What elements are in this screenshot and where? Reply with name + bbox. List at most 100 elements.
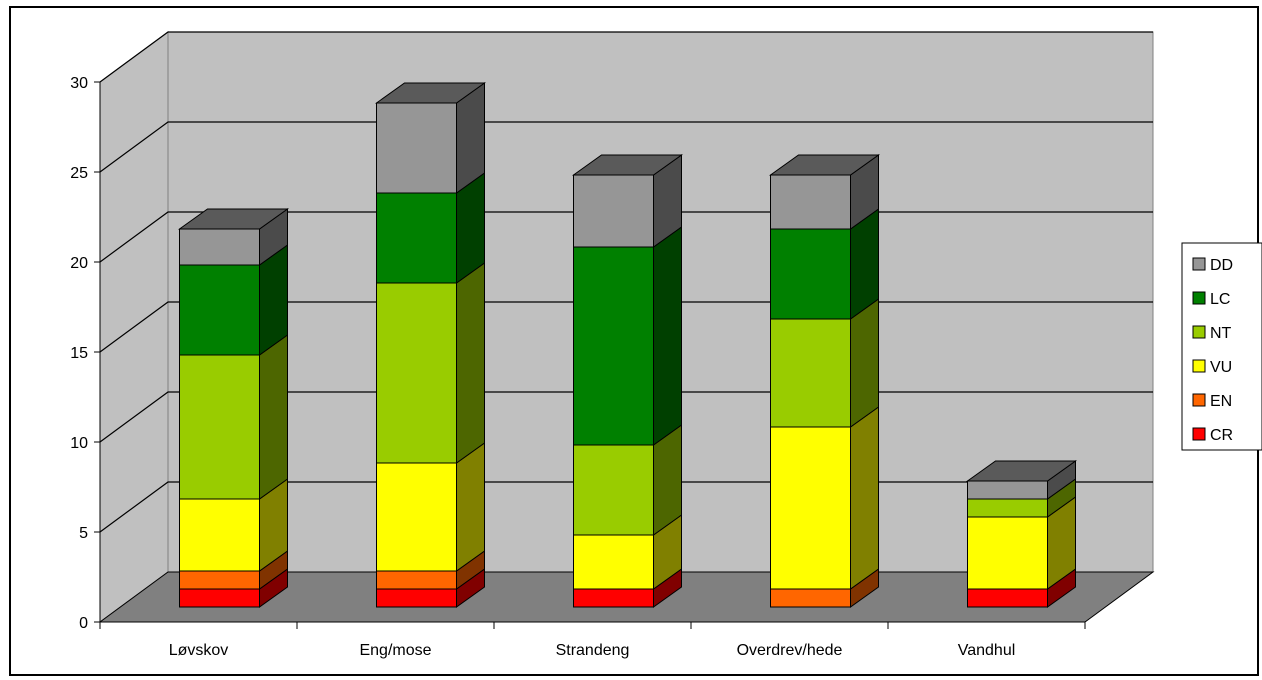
bar-front-face <box>179 570 260 590</box>
legend-label: NT <box>1210 325 1232 342</box>
bar-front-face <box>770 228 851 320</box>
bar-segment <box>967 460 1076 500</box>
legend-item: VU <box>1192 359 1232 376</box>
bar-segment <box>967 496 1076 590</box>
bar-top-face <box>768 154 881 176</box>
legend-item: NT <box>1192 325 1232 342</box>
bar-front-face <box>573 174 654 248</box>
bar-segment <box>770 154 879 230</box>
legend-label: VU <box>1210 359 1232 376</box>
x-tick-label: Strandeng <box>556 642 630 659</box>
gridline <box>99 121 1153 173</box>
bar-segment <box>376 262 485 464</box>
bar-segment <box>573 514 682 590</box>
bar-front-face <box>376 102 457 194</box>
bar-top-face <box>571 154 684 176</box>
bar-front-face <box>376 462 457 572</box>
bar-front-face <box>967 588 1048 608</box>
y-tick-label: 15 <box>70 345 88 362</box>
bar-front-face <box>967 498 1048 518</box>
bar-front-face <box>573 588 654 608</box>
bar-front-face <box>179 354 260 500</box>
legend-swatch <box>1192 291 1206 305</box>
x-tick-label: Eng/mose <box>359 642 431 659</box>
legend-swatch <box>1192 257 1206 271</box>
legend-swatch <box>1192 325 1206 339</box>
bar-segment <box>376 172 485 284</box>
bar-front-face <box>376 570 457 590</box>
bar-segment <box>376 82 485 194</box>
legend: DD LC NT VU EN CR <box>1181 242 1262 451</box>
gridline <box>99 31 1153 83</box>
bar-segment <box>179 244 288 356</box>
x-tick-label: Løvskov <box>169 642 229 659</box>
bar-front-face <box>179 498 260 572</box>
legend-item: EN <box>1192 393 1232 410</box>
bar-front-face <box>967 480 1048 500</box>
bar-front-face <box>573 444 654 536</box>
bar-side-face <box>850 406 879 590</box>
legend-label: DD <box>1210 257 1233 274</box>
bar-segment <box>573 154 682 248</box>
bar-front-face <box>179 588 260 608</box>
y-tick-label: 0 <box>79 615 88 632</box>
bar-front-face <box>770 426 851 590</box>
bar-segment <box>967 478 1076 518</box>
bar-segment <box>967 568 1076 608</box>
legend-label: LC <box>1210 291 1230 308</box>
bar-segment <box>573 568 682 608</box>
bar-front-face <box>573 534 654 590</box>
y-tick-label: 30 <box>70 75 88 92</box>
bar-side-face <box>850 298 879 428</box>
y-tick-label: 5 <box>79 525 88 542</box>
legend-item: CR <box>1192 427 1233 444</box>
bar-segment <box>573 226 682 446</box>
bar-top-face <box>965 460 1078 482</box>
bar-front-face <box>770 318 851 428</box>
bar-front-face <box>179 228 260 266</box>
bar-front-face <box>967 516 1048 590</box>
bar-front-face <box>573 246 654 446</box>
bar-segment <box>770 208 879 320</box>
x-tick-label: Overdrev/hede <box>737 642 843 659</box>
legend-label: CR <box>1210 427 1233 444</box>
bar-segment <box>179 568 288 608</box>
y-tick-label: 25 <box>70 165 88 182</box>
bar-front-face <box>770 588 851 608</box>
bar-front-face <box>770 174 851 230</box>
legend-swatch <box>1192 359 1206 373</box>
bar-stack <box>965 460 1078 608</box>
bar-front-face <box>376 192 457 284</box>
bar-segment <box>376 550 485 590</box>
bar-side-face <box>653 226 682 446</box>
legend-box <box>1181 242 1262 451</box>
bar-stack <box>177 208 290 608</box>
axes: 0 5 10 15 20 25 30 Løvskov Eng/mose Strandeng Over… <box>70 75 1086 659</box>
bar-stack <box>571 154 684 608</box>
bar-segment <box>179 208 288 266</box>
legend-item: LC <box>1192 291 1230 308</box>
bar-top-face <box>177 208 290 230</box>
legend-swatch <box>1192 427 1206 441</box>
bar-segment <box>770 406 879 590</box>
bar-segment <box>376 442 485 572</box>
y-tick-label: 20 <box>70 255 88 272</box>
bar-front-face <box>179 264 260 356</box>
legend-label: EN <box>1210 393 1232 410</box>
legend-swatch <box>1192 393 1206 407</box>
y-tick-label: 10 <box>70 435 88 452</box>
bar-side-face <box>259 334 288 500</box>
bar-segment <box>179 478 288 572</box>
bar-stack <box>768 154 881 608</box>
bar-stack <box>374 82 487 608</box>
bar-front-face <box>376 282 457 464</box>
bar-segment <box>179 550 288 590</box>
bar-side-face <box>456 442 485 572</box>
bar-front-face <box>376 588 457 608</box>
bar-side-face <box>456 262 485 464</box>
bar-top-face <box>374 82 487 104</box>
bar-segment <box>179 334 288 500</box>
x-tick-label: Vandhul <box>958 642 1016 659</box>
legend-item: DD <box>1192 257 1233 274</box>
